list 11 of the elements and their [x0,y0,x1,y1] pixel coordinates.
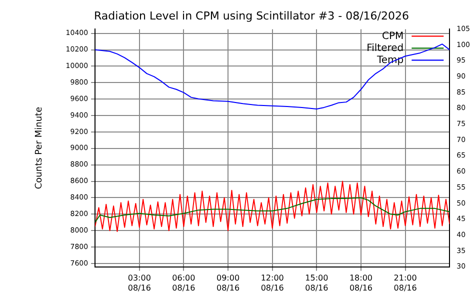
x-tick-label: 09:00 08/16 [216,274,240,292]
legend-label: Filtered [366,42,404,54]
x-tick-label: 12:00 08/16 [260,274,284,292]
y-axis-title: Counts Per Minute [34,106,45,190]
x-tick-label: 15:00 08/16 [305,274,328,292]
chart-title: Radiation Level in CPM using Scintillator #3 - 08/16/2026 [94,9,409,22]
x-tick-label: 18:00 08/16 [349,274,373,292]
legend-label: CPM [382,30,404,42]
x-tick-label: 21:00 08/16 [394,274,417,292]
x-tick-label: 03:00 08/16 [128,274,151,292]
x-tick-label: 06:00 08/16 [172,274,196,292]
